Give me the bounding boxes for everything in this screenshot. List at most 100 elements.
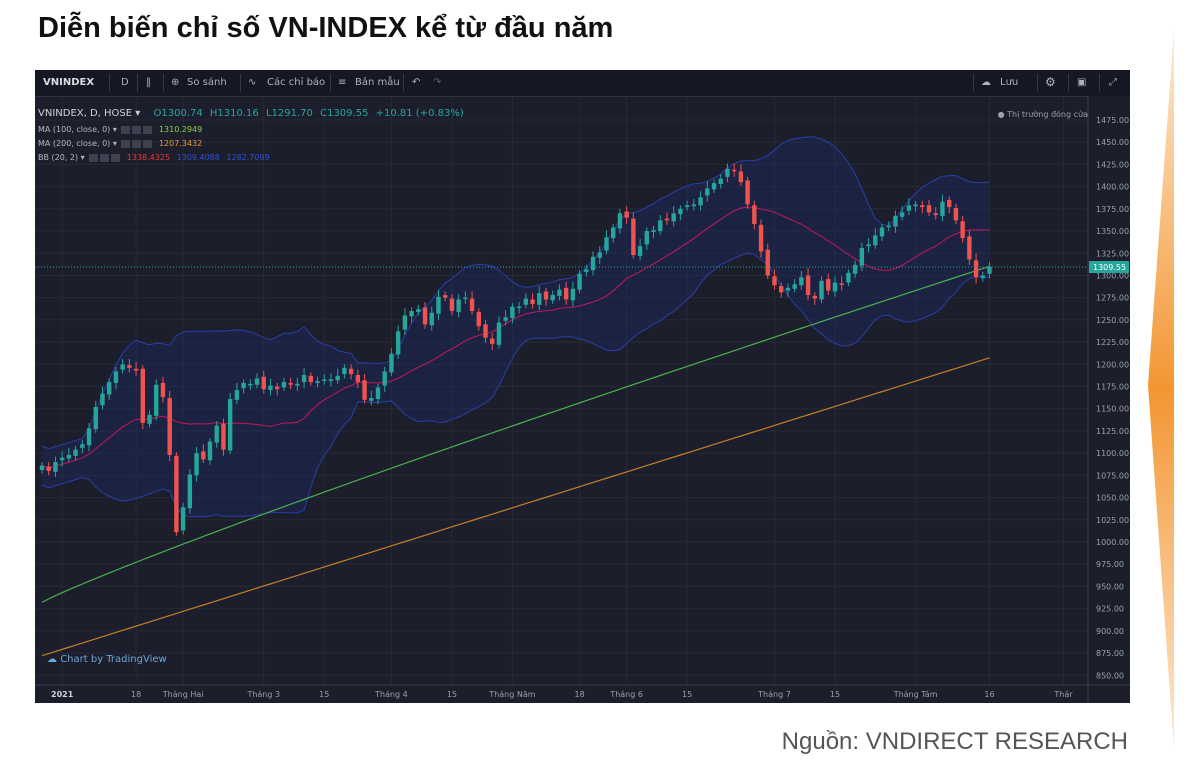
time-tick-label: Tháng 7	[757, 690, 791, 699]
price-axis-bg	[1088, 96, 1130, 703]
candle-body	[947, 199, 952, 208]
legend-bb-v2: 1309.4088	[176, 153, 220, 162]
candle-body	[785, 287, 791, 291]
candle-body	[812, 295, 817, 299]
candle-body	[940, 201, 945, 216]
candle-body	[926, 205, 932, 213]
candle-body	[187, 474, 193, 509]
price-chart[interactable]: 850.00 875.00 900.00 925.00 950.00 975.00 1000…	[35, 70, 1130, 703]
candle-body	[604, 237, 609, 251]
fullscreen-icon[interactable]: ⤢	[1109, 77, 1117, 88]
legend-bb-v1: 1338.4325	[126, 153, 171, 162]
candle-body	[322, 379, 327, 381]
last-price-label: 1309.55	[1093, 263, 1126, 272]
candle-body	[295, 383, 300, 386]
candle-body	[718, 178, 723, 184]
candle-body	[543, 291, 549, 300]
candle-body	[382, 371, 387, 386]
compare-icon[interactable]: ⊕	[171, 77, 180, 88]
candle-body	[705, 188, 710, 196]
time-tick-label: 18	[575, 690, 585, 699]
candle-body	[684, 205, 690, 208]
candle-body	[779, 286, 784, 293]
price-tick-label: 1200.00	[1096, 360, 1129, 369]
price-tick-label: 1275.00	[1096, 294, 1129, 303]
candle-body	[893, 215, 898, 227]
templates-icon[interactable]: ≡	[338, 77, 347, 88]
undo-icon[interactable]: ↶	[412, 77, 421, 88]
price-tick-label: 1100.00	[1096, 449, 1129, 458]
candle-body	[456, 299, 461, 312]
legend-ma200-value: 1207.3432	[158, 139, 203, 148]
candle-body	[422, 307, 428, 325]
candle-body	[503, 317, 508, 321]
candle-body	[960, 221, 965, 239]
tradingview-badge[interactable]: ☁ Chart by TradingView	[47, 654, 167, 665]
candle-body	[644, 231, 649, 245]
indicators-button[interactable]: Các chỉ báo	[267, 77, 326, 88]
legend-open: O1300.74	[153, 108, 203, 119]
candle-body	[154, 384, 159, 416]
candle-body	[987, 266, 992, 274]
price-tick-label: 1400.00	[1096, 183, 1129, 192]
price-tick-label: 1175.00	[1096, 383, 1129, 392]
candle-body	[241, 382, 246, 389]
candle-body	[658, 220, 663, 232]
candle-body	[799, 277, 804, 286]
save-button[interactable]: Lưu	[1000, 77, 1019, 88]
candle-body	[449, 298, 455, 312]
time-tick-label: 15	[830, 690, 840, 699]
candle-body	[160, 382, 166, 398]
compare-button[interactable]: So sánh	[187, 77, 227, 88]
candle-body	[194, 453, 199, 476]
candle-body	[127, 365, 132, 368]
time-tick-label: Tháng Tám	[893, 690, 938, 699]
legend-bb-label[interactable]: BB (20, 2)	[38, 153, 79, 162]
candle-body	[725, 168, 730, 177]
camera-icon[interactable]: ▣	[1077, 77, 1087, 88]
candle-body	[530, 299, 535, 304]
candle-body	[590, 256, 596, 271]
candle-body	[691, 204, 697, 207]
candle-body	[920, 205, 925, 208]
time-tick-label: 2021	[51, 690, 74, 699]
price-tick-label: 1300.00	[1096, 271, 1129, 280]
candle-body	[93, 406, 98, 430]
price-tick-label: 900.00	[1096, 627, 1124, 636]
candle-body	[362, 380, 367, 400]
side-decoration	[1148, 30, 1174, 750]
candle-body	[819, 280, 824, 300]
redo-icon[interactable]: ↷	[433, 77, 442, 88]
candle-body	[611, 227, 616, 239]
candle-body	[308, 375, 313, 383]
gear-icon[interactable]: ⚙	[1045, 75, 1056, 89]
candle-body	[288, 382, 293, 385]
candle-body	[973, 260, 979, 278]
price-tick-label: 875.00	[1096, 649, 1124, 658]
legend-ma100-label[interactable]: MA (100, close, 0)	[38, 125, 111, 134]
candle-body	[207, 441, 213, 461]
candle-body	[268, 385, 273, 391]
time-tick-label: 15	[319, 690, 329, 699]
cloud-icon[interactable]: ☁	[981, 77, 991, 88]
candle-body	[221, 423, 226, 450]
symbol-label[interactable]: VNINDEX	[43, 77, 95, 88]
candle-body	[53, 462, 58, 472]
indicators-icon[interactable]: ∿	[248, 77, 257, 88]
legend-bb-v3: 1282.7099	[226, 153, 270, 162]
templates-button[interactable]: Bản mẫu	[355, 77, 400, 88]
legend-low: L1291.70	[265, 108, 313, 119]
candle-body	[113, 371, 119, 383]
candle-body	[671, 213, 676, 222]
candle-body	[792, 284, 797, 289]
candle-body	[557, 289, 562, 296]
legend-ma200-label[interactable]: MA (200, close, 0)	[38, 139, 111, 148]
candles-icon[interactable]: ‖	[146, 77, 151, 88]
orange-arrow-shape	[1148, 30, 1174, 750]
legend-symbol[interactable]: VNINDEX, D, HOSE	[38, 108, 133, 119]
chart-panel[interactable]: VNINDEX D ‖ ⊕ So sánh ∿ Các chỉ báo ≡ Bả…	[35, 70, 1130, 703]
price-tick-label: 850.00	[1096, 671, 1124, 680]
interval-label[interactable]: D	[121, 77, 129, 88]
candle-body	[859, 247, 865, 266]
candle-body	[873, 235, 878, 246]
